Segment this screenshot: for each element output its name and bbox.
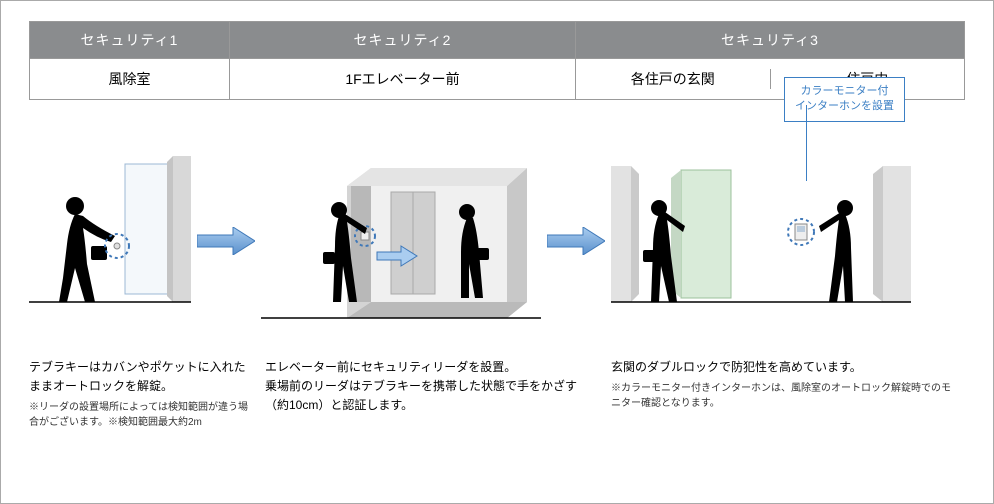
col2-title: セキュリティ2 <box>230 22 575 58</box>
col1-title: セキュリティ1 <box>30 22 229 58</box>
callout-line2: インターホンを設置 <box>795 99 894 114</box>
col3-sub-a: 各住戸の玄関 <box>576 69 771 89</box>
caption-1-main: テブラキーはカバンやポケットに入れたままオートロックを解錠。 <box>29 358 249 396</box>
scene-3-entrance <box>611 156 911 326</box>
captions-row: テブラキーはカバンやポケットに入れたままオートロックを解錠。 ※リーダの設置場所… <box>29 358 965 430</box>
caption-3-main: 玄関のダブルロックで防犯性を高めています。 <box>611 358 951 377</box>
caption-2: エレベーター前にセキュリティリーダを設置。 乗場前のリーダはテブラキーを携帯した… <box>265 358 595 430</box>
caption-1: テブラキーはカバンやポケットに入れたままオートロックを解錠。 ※リーダの設置場所… <box>29 358 249 430</box>
caption-3-note: ※カラーモニター付きインターホンは、風除室のオートロック解錠時でのモニター確認と… <box>611 381 951 411</box>
intercom-callout: カラーモニター付 インターホンを設置 <box>784 77 905 122</box>
col1-sub: 風除室 <box>30 58 229 99</box>
col2-sub: 1Fエレベーター前 <box>230 58 575 99</box>
callout-line1: カラーモニター付 <box>795 84 894 99</box>
caption-3: 玄関のダブルロックで防犯性を高めています。 ※カラーモニター付きインターホンは、… <box>611 358 951 430</box>
scene-2-elevator <box>261 156 541 326</box>
diagram-row <box>29 146 965 336</box>
col-security-1: セキュリティ1 風除室 <box>30 22 230 99</box>
col-security-2: セキュリティ2 1Fエレベーター前 <box>230 22 576 99</box>
scene-1-windbreak <box>29 156 191 326</box>
col3-title: セキュリティ3 <box>576 22 964 58</box>
caption-2-main: エレベーター前にセキュリティリーダを設置。 乗場前のリーダはテブラキーを携帯した… <box>265 358 595 416</box>
caption-1-note: ※リーダの設置場所によっては検知範囲が違う場合がございます。※検知範囲最大約2m <box>29 400 249 430</box>
arrow-icon <box>547 227 605 255</box>
arrow-icon <box>197 227 255 255</box>
security-infographic: セキュリティ1 風除室 セキュリティ2 1Fエレベーター前 セキュリティ3 各住… <box>0 0 994 504</box>
col-security-3: セキュリティ3 各住戸の玄関 住戸内 <box>576 22 964 99</box>
col3-sub-split: 各住戸の玄関 住戸内 <box>576 58 964 99</box>
